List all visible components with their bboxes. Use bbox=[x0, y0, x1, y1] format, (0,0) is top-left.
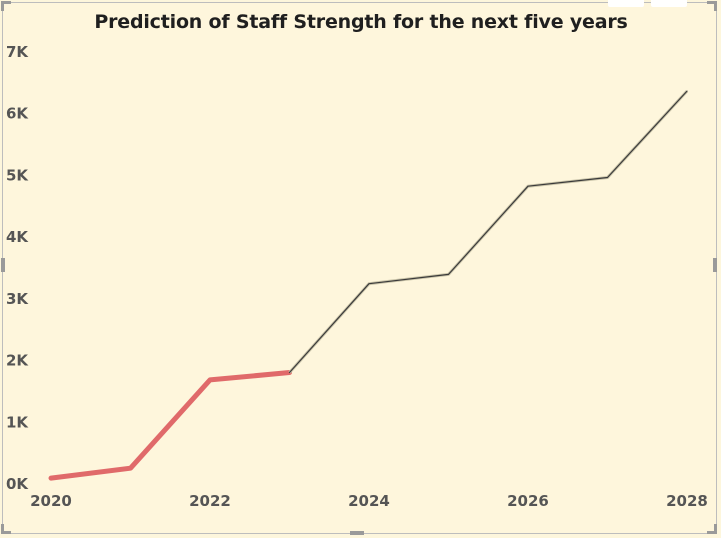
visual-header-button[interactable] bbox=[651, 0, 687, 7]
x-tick-label: 2026 bbox=[507, 492, 549, 510]
forecast-series-line[interactable] bbox=[288, 90, 688, 374]
resize-handle-bottom-right[interactable] bbox=[707, 531, 717, 534]
visual-header-button[interactable] bbox=[608, 0, 644, 7]
y-tick-label: 6K bbox=[6, 105, 29, 123]
y-axis: 0K 1K 2K 3K 4K 5K 6K 7K bbox=[6, 43, 29, 493]
resize-handle-top-left[interactable] bbox=[1, 1, 11, 4]
resize-handle-bottom-left[interactable] bbox=[1, 524, 4, 534]
x-tick-label: 2028 bbox=[666, 492, 708, 510]
actual-series-line[interactable] bbox=[48, 370, 292, 481]
y-tick-label: 5K bbox=[6, 166, 29, 184]
x-tick-label: 2024 bbox=[348, 492, 390, 510]
resize-handle-bottom[interactable] bbox=[350, 531, 364, 535]
series-lines bbox=[48, 90, 689, 481]
y-tick-label: 7K bbox=[6, 43, 29, 61]
y-tick-label: 1K bbox=[6, 413, 29, 431]
resize-handle-top-right[interactable] bbox=[707, 1, 717, 4]
x-axis: 2020 2022 2024 2026 2028 bbox=[30, 492, 708, 510]
resize-handle-left[interactable] bbox=[1, 258, 5, 272]
y-tick-label: 4K bbox=[6, 228, 29, 246]
x-tick-label: 2022 bbox=[189, 492, 231, 510]
forecast-line-shadow bbox=[288, 90, 689, 374]
resize-handle-top-right[interactable] bbox=[714, 1, 717, 11]
y-tick-label: 3K bbox=[6, 290, 29, 308]
chart-title: Prediction of Staff Strength for the nex… bbox=[94, 11, 628, 33]
x-tick-label: 2020 bbox=[30, 492, 72, 510]
resize-handle-right[interactable] bbox=[713, 258, 717, 272]
resize-handle-top-left[interactable] bbox=[1, 1, 4, 11]
resize-handle-bottom-right[interactable] bbox=[714, 524, 717, 534]
resize-handle-bottom-left[interactable] bbox=[1, 531, 11, 534]
y-tick-label: 2K bbox=[6, 352, 29, 370]
y-tick-label: 0K bbox=[6, 475, 29, 493]
